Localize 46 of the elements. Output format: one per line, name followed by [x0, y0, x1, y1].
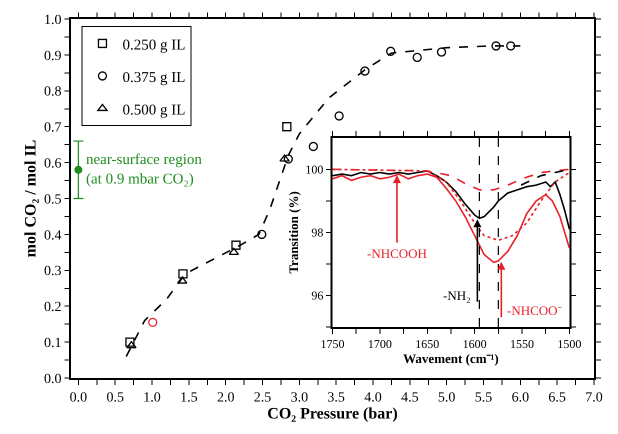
x-tick-label: 1.0 [143, 390, 161, 406]
y-tick-label: 0.1 [44, 336, 62, 351]
x-tick-label: 7.0 [585, 390, 603, 406]
x-tick-label: 5.0 [438, 390, 456, 406]
x-axis-title: Wavement (cm⁻¹) [403, 351, 499, 366]
x-tick-label: 3.5 [327, 390, 345, 406]
x-tick-label: 1700 [368, 337, 392, 352]
y-tick-label: 0.6 [44, 156, 62, 172]
y-tick-label: 0.8 [44, 84, 62, 100]
x-tick-label: 5.5 [474, 390, 492, 406]
x-tick-label: 1650 [415, 337, 440, 352]
x-tick-label: 1600 [462, 337, 487, 352]
x-tick-label: 0.0 [70, 390, 88, 406]
x-tick-label: 1750 [320, 337, 344, 352]
x-tick-label: 0.5 [106, 390, 124, 406]
y-tick-label: 100 [305, 162, 324, 177]
legend-label: 0.250 g IL [122, 37, 186, 54]
y-axis-title: mol CO₂ / mol IL [22, 140, 40, 258]
x-tick-label: 6.5 [548, 390, 566, 406]
x-tick-label: 4.5 [401, 390, 419, 406]
x-tick-label: 4.0 [364, 390, 382, 406]
y-tick-label: 1.0 [44, 12, 62, 28]
x-tick-label: 1550 [510, 337, 534, 352]
y-tick-label: 98 [311, 226, 324, 240]
x-tick-label: 2.5 [254, 390, 272, 406]
x-tick-label: 6.0 [512, 390, 530, 406]
annotation: -NHCOOH [367, 246, 427, 261]
legend-label: 0.500 g IL [122, 102, 186, 118]
x-tick-label: 2.0 [216, 390, 234, 406]
annotation: near-surface region (at 0.9 mbar CO₂) [86, 152, 202, 188]
y-tick-label: 0.0 [44, 372, 62, 387]
y-axis-title: Transition (%) [286, 191, 301, 274]
y-tick-label: 0.2 [44, 300, 62, 316]
y-tick-label: 0.4 [44, 228, 62, 244]
x-tick-label: 3.0 [290, 390, 308, 406]
y-tick-label: 96 [311, 288, 324, 303]
y-tick-label: 0.3 [44, 264, 62, 280]
annotation: -NHCOO⁻ [507, 303, 562, 318]
y-tick-label: 0.7 [44, 120, 62, 136]
annotation: -NH₂ [443, 288, 471, 303]
legend-label: 0.375 g IL [122, 70, 186, 86]
x-tick-label: 1500 [557, 337, 582, 352]
y-tick-label: 0.9 [44, 48, 62, 64]
x-axis-title: CO₂ Pressure (bar) [267, 406, 398, 423]
x-tick-label: 1.5 [180, 390, 198, 406]
y-tick-label: 0.5 [44, 192, 62, 208]
